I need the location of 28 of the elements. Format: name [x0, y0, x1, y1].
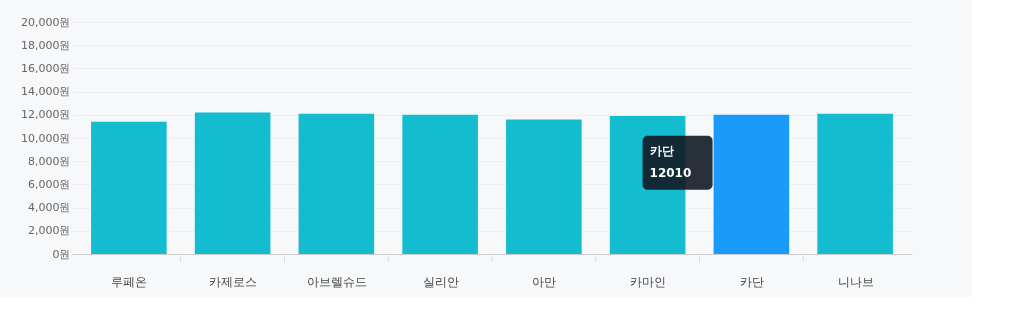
- y-tick-label: 4,000원: [28, 201, 71, 215]
- x-tick-label: 카마인: [630, 274, 667, 289]
- y-tick-label: 20,000원: [21, 15, 71, 29]
- bar: [713, 114, 790, 254]
- y-tick-label: 10,000원: [21, 131, 71, 145]
- y-tick-label: 8,000원: [28, 154, 71, 168]
- bar: [817, 113, 893, 254]
- x-tick-label: 실리안: [422, 274, 459, 289]
- bar: [298, 113, 375, 254]
- y-tick-label: 0원: [52, 247, 71, 261]
- x-tick-label: 카제로스: [209, 274, 258, 289]
- bar: [402, 114, 478, 254]
- bar: [506, 119, 582, 254]
- y-tick-label: 16,000원: [21, 61, 71, 75]
- y-tick-label: 14,000원: [21, 85, 71, 99]
- x-tick-label: 아만: [532, 274, 557, 289]
- y-tick-label: 12,000원: [21, 108, 71, 122]
- bar: [194, 112, 271, 254]
- x-tick-label: 루페온: [111, 274, 148, 289]
- x-tick-label: 니나브: [837, 274, 874, 289]
- annotation: 12010: [649, 165, 692, 180]
- x-tick-label: 카단: [739, 274, 764, 289]
- annotation: 카단: [649, 143, 674, 158]
- bar: [91, 121, 167, 254]
- y-tick-label: 6,000원: [28, 177, 71, 191]
- y-tick-label: 18,000원: [21, 38, 71, 52]
- y-tick-label: 2,000원: [28, 224, 71, 238]
- x-tick-label: 아브렐슈드: [306, 274, 367, 289]
